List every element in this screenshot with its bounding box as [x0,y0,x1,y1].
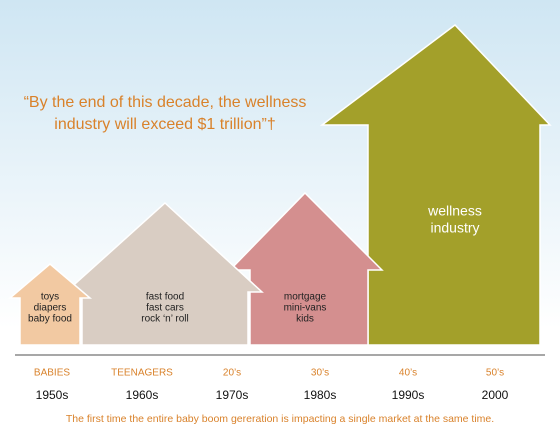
footnote: The first time the entire baby boom gere… [66,413,494,425]
decade-label: 1960s [126,388,159,402]
house-label: rock ‘n’ roll [141,314,188,325]
stage-label: BABIES [34,368,70,379]
house-label: fast food [146,292,184,303]
stage-label: 20’s [223,368,241,379]
house-label: mini-vans [284,303,327,314]
house-label: kids [296,314,314,325]
quote-line: industry will exceed $1 trillion”† [54,116,275,133]
house-label: industry [430,220,479,236]
decade-label: 1990s [392,388,425,402]
stage-label: 40’s [399,368,417,379]
decade-label: 2000 [482,388,509,402]
house-babies [7,263,93,346]
stage-label: 30’s [311,368,329,379]
house-label: baby food [28,314,72,325]
house-label: toys [41,292,59,303]
decade-label: 1980s [304,388,337,402]
house-label: wellness [427,203,482,219]
quote-line: “By the end of this decade, the wellness [24,94,307,111]
house-label: fast cars [146,303,184,314]
house-label: diapers [34,303,67,314]
stage-label: TEENAGERS [111,368,173,379]
decade-label: 1970s [216,388,249,402]
decade-label: 1950s [36,388,69,402]
stage-label: 50’s [486,368,504,379]
house-wellness [319,23,552,346]
house-label: mortgage [284,292,327,303]
